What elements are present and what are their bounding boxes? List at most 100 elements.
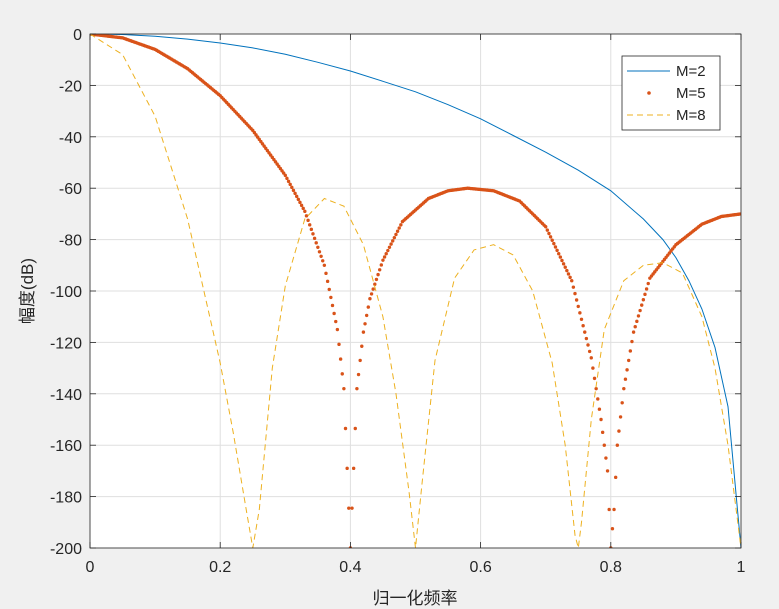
data-point: [330, 303, 335, 308]
x-tick-label: 0: [86, 559, 95, 576]
data-point: [366, 305, 371, 309]
data-point: [387, 245, 392, 250]
series-M=5: [90, 34, 741, 548]
data-point: [345, 466, 349, 471]
data-point: [622, 386, 626, 391]
data-point: [605, 469, 610, 473]
data-point: [369, 292, 374, 296]
data-point: [291, 188, 296, 193]
grid: [89, 33, 742, 549]
data-point: [583, 330, 587, 334]
series-layer: [90, 34, 741, 548]
data-point: [638, 308, 642, 313]
data-point: [646, 281, 650, 286]
data-point: [337, 342, 341, 347]
data-point: [586, 343, 590, 347]
legend-label: M=8: [676, 107, 706, 124]
data-point: [324, 271, 328, 276]
y-tick-label: -200: [50, 541, 82, 558]
data-point: [555, 248, 559, 253]
y-tick-label: -100: [50, 284, 82, 301]
data-point: [293, 191, 297, 196]
y-tick-label: -80: [59, 233, 82, 250]
data-point: [631, 330, 636, 334]
data-point: [338, 357, 343, 361]
data-point: [599, 417, 603, 422]
data-point: [347, 506, 351, 510]
data-point: [563, 265, 567, 269]
data-point: [358, 358, 362, 363]
data-point: [363, 322, 367, 326]
data-point: [591, 366, 595, 370]
data-point: [394, 232, 398, 237]
data-point: [571, 285, 576, 289]
data-point: [308, 223, 312, 227]
data-point: [316, 245, 320, 250]
data-point: [309, 227, 314, 232]
legend: M=2 M=5 M=8: [621, 55, 721, 131]
data-point: [364, 313, 369, 318]
legend-entry: M=5: [647, 85, 706, 102]
series-M=2: [90, 34, 741, 548]
data-point: [361, 330, 366, 334]
data-point: [612, 507, 616, 512]
legend-marker: [647, 91, 651, 95]
data-point: [739, 212, 741, 216]
x-axis-label: 归一化频率: [373, 589, 458, 608]
data-point: [602, 443, 606, 447]
data-point: [342, 386, 346, 391]
data-point: [553, 245, 558, 249]
data-point: [596, 397, 600, 401]
data-point: [389, 242, 393, 246]
data-point: [353, 426, 357, 431]
data-point: [325, 279, 330, 284]
data-point: [623, 377, 628, 381]
y-tick-label: -180: [50, 490, 82, 507]
legend-box: [621, 55, 721, 131]
data-point: [547, 231, 551, 236]
data-point: [604, 456, 608, 460]
data-point: [384, 252, 388, 256]
data-point: [285, 176, 289, 181]
data-point: [644, 287, 649, 291]
data-point: [630, 339, 634, 344]
y-tick-label: -120: [50, 335, 82, 352]
data-point: [615, 443, 620, 447]
data-point: [399, 223, 403, 227]
data-point: [314, 241, 318, 245]
data-point: [391, 239, 395, 243]
data-point: [374, 277, 379, 282]
data-point: [581, 323, 585, 328]
data-point: [355, 386, 359, 391]
x-tick-labels: 0 0.2 0.4 0.6 0.8 1: [86, 559, 746, 576]
data-point: [312, 236, 317, 241]
data-point: [335, 327, 340, 332]
data-point: [351, 466, 356, 471]
data-point: [613, 475, 618, 480]
data-point: [334, 319, 338, 324]
data-point: [628, 349, 633, 353]
data-point: [607, 507, 611, 512]
data-point: [382, 255, 387, 259]
data-point: [350, 506, 354, 510]
data-point: [397, 226, 401, 230]
data-point: [627, 358, 631, 363]
data-point: [321, 259, 325, 263]
data-point: [641, 298, 646, 302]
data-point: [574, 298, 579, 302]
data-point: [576, 304, 580, 309]
y-tick-label: -40: [59, 130, 82, 147]
data-point: [303, 209, 307, 214]
data-point: [552, 241, 556, 246]
data-point: [340, 372, 344, 376]
data-point: [381, 258, 385, 262]
x-tick-label: 0.4: [339, 559, 361, 576]
data-point: [566, 272, 571, 276]
legend-label: M=5: [676, 85, 706, 102]
data-point: [618, 415, 623, 419]
data-point: [544, 225, 548, 229]
data-point: [600, 430, 605, 435]
data-point: [290, 185, 294, 190]
data-point: [299, 203, 304, 208]
